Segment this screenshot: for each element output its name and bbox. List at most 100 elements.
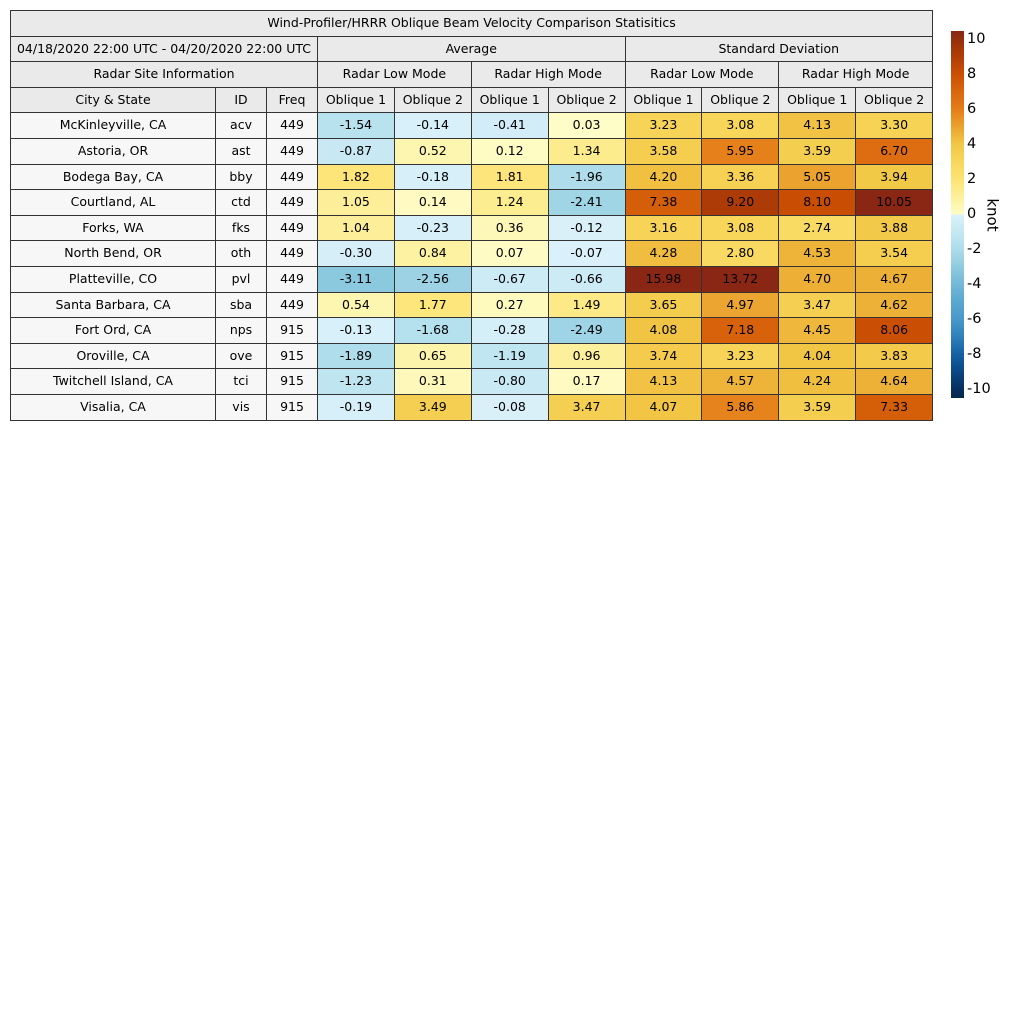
value-cell: 7.18 <box>701 317 780 344</box>
value-cell: 3.47 <box>547 393 626 421</box>
avg-low-mode-header: Radar Low Mode <box>317 61 472 88</box>
table-row: Bodega Bay, CA bby 449 1.82 -0.18 1.81 -1.96 4.… <box>10 163 934 191</box>
value-cell: -1.23 <box>317 368 395 395</box>
value-cell: 1.81 <box>470 163 549 191</box>
value-cell: -3.11 <box>317 265 395 293</box>
value-cell: -2.49 <box>547 317 626 344</box>
value-cell: 4.07 <box>624 393 703 421</box>
frequency-cell: 915 <box>266 317 318 344</box>
value-cell: 0.07 <box>470 240 549 267</box>
value-cell: 13.72 <box>701 265 780 293</box>
frequency-cell: 449 <box>266 137 318 165</box>
colorbar-tick-label: -4 <box>967 276 982 292</box>
avg-high-mode-header: Radar High Mode <box>470 61 626 88</box>
value-cell: -2.56 <box>393 265 472 293</box>
value-cell: 4.08 <box>624 317 703 344</box>
colorbar-gradient <box>951 30 964 398</box>
city-state-cell: Oroville, CA <box>10 342 216 370</box>
colorbar-tick-label: 10 <box>967 31 986 47</box>
value-cell: 4.97 <box>701 291 780 319</box>
site-info-header: Radar Site Information <box>10 61 318 88</box>
id-column-header: ID <box>215 86 267 114</box>
title-row: Wind-Profiler/HRRR Oblique Beam Velocity… <box>9 10 934 37</box>
table-row: Fort Ord, CA nps 915 -0.13 -1.68 -0.28 -2.49 4.… <box>10 317 934 344</box>
value-cell: 3.08 <box>701 214 780 242</box>
city-state-cell: North Bend, OR <box>10 240 216 267</box>
site-id-cell: fks <box>215 214 267 242</box>
value-cell: 2.80 <box>701 240 780 267</box>
value-cell: 4.70 <box>778 265 857 293</box>
value-cell: 3.23 <box>624 112 703 139</box>
colorbar-tick-label: 0 <box>967 206 977 222</box>
value-cell: -0.19 <box>317 393 395 421</box>
value-cell: 15.98 <box>624 265 703 293</box>
value-cell: 4.67 <box>855 265 934 293</box>
value-cell: -0.12 <box>547 214 626 242</box>
city-state-cell: McKinleyville, CA <box>10 112 216 139</box>
value-cell: -1.96 <box>547 163 626 191</box>
value-cell: 0.36 <box>470 214 549 242</box>
value-cell: -2.41 <box>547 189 626 216</box>
city-state-cell: Santa Barbara, CA <box>10 291 216 319</box>
value-cell: 3.36 <box>701 163 780 191</box>
value-cell: -0.41 <box>470 112 549 139</box>
frequency-cell: 915 <box>266 393 318 421</box>
value-cell: 1.77 <box>393 291 472 319</box>
site-id-cell: bby <box>215 163 267 191</box>
value-cell: 4.13 <box>624 368 703 395</box>
frequency-cell: 449 <box>266 265 318 293</box>
value-cell: -0.18 <box>393 163 472 191</box>
value-cell: 4.13 <box>778 112 857 139</box>
value-cell: 3.94 <box>855 163 934 191</box>
table-row: McKinleyville, CA acv 449 -1.54 -0.14 -0.41 0.… <box>10 112 934 139</box>
colorbar-tick-label: 8 <box>967 66 977 82</box>
oblique2-column-header: Oblique 2 <box>855 86 934 114</box>
site-id-cell: sba <box>215 291 267 319</box>
value-cell: 4.53 <box>778 240 857 267</box>
city-state-cell: Forks, WA <box>10 214 216 242</box>
statistics-table: Wind-Profiler/HRRR Oblique Beam Velocity… <box>9 10 934 421</box>
value-cell: 6.70 <box>855 137 934 165</box>
table-row: Courtland, AL ctd 449 1.05 0.14 1.24 -2.41 7.38… <box>10 189 934 216</box>
value-cell: -0.23 <box>393 214 472 242</box>
value-cell: 5.05 <box>778 163 857 191</box>
std-high-mode-header: Radar High Mode <box>778 61 934 88</box>
value-cell: 1.34 <box>547 137 626 165</box>
colorbar-unit-label: knot <box>983 198 1002 232</box>
site-id-cell: oth <box>215 240 267 267</box>
value-cell: 7.38 <box>624 189 703 216</box>
table-row: Visalia, CA vis 915 -0.19 3.49 -0.08 3.47 4.07 5… <box>10 393 934 421</box>
city-state-column-header: City & State <box>10 86 216 114</box>
colorbar-tick-label: 6 <box>967 101 977 117</box>
value-cell: -1.19 <box>470 342 549 370</box>
value-cell: 3.88 <box>855 214 934 242</box>
colorbar-tick-label: 2 <box>967 171 977 187</box>
oblique2-column-header: Oblique 2 <box>547 86 626 114</box>
site-id-cell: ctd <box>215 189 267 216</box>
frequency-cell: 449 <box>266 240 318 267</box>
value-cell: 3.58 <box>624 137 703 165</box>
value-cell: 5.86 <box>701 393 780 421</box>
value-cell: 3.83 <box>855 342 934 370</box>
value-cell: 3.23 <box>701 342 780 370</box>
oblique2-column-header: Oblique 2 <box>701 86 780 114</box>
value-cell: 4.20 <box>624 163 703 191</box>
oblique2-column-header: Oblique 2 <box>393 86 472 114</box>
city-state-cell: Courtland, AL <box>10 189 216 216</box>
city-state-cell: Twitchell Island, CA <box>10 368 216 395</box>
value-cell: 3.54 <box>855 240 934 267</box>
table-row: Astoria, OR ast 449 -0.87 0.52 0.12 1.34 3.58 5.… <box>10 137 934 165</box>
value-cell: 0.31 <box>393 368 472 395</box>
value-cell: 3.65 <box>624 291 703 319</box>
value-cell: 2.74 <box>778 214 857 242</box>
frequency-cell: 915 <box>266 342 318 370</box>
value-cell: 0.65 <box>393 342 472 370</box>
value-cell: -1.89 <box>317 342 395 370</box>
site-id-cell: ast <box>215 137 267 165</box>
value-cell: 4.64 <box>855 368 934 395</box>
value-cell: -1.54 <box>317 112 395 139</box>
oblique1-column-header: Oblique 1 <box>317 86 395 114</box>
frequency-cell: 449 <box>266 112 318 139</box>
city-state-cell: Platteville, CO <box>10 265 216 293</box>
value-cell: -0.30 <box>317 240 395 267</box>
